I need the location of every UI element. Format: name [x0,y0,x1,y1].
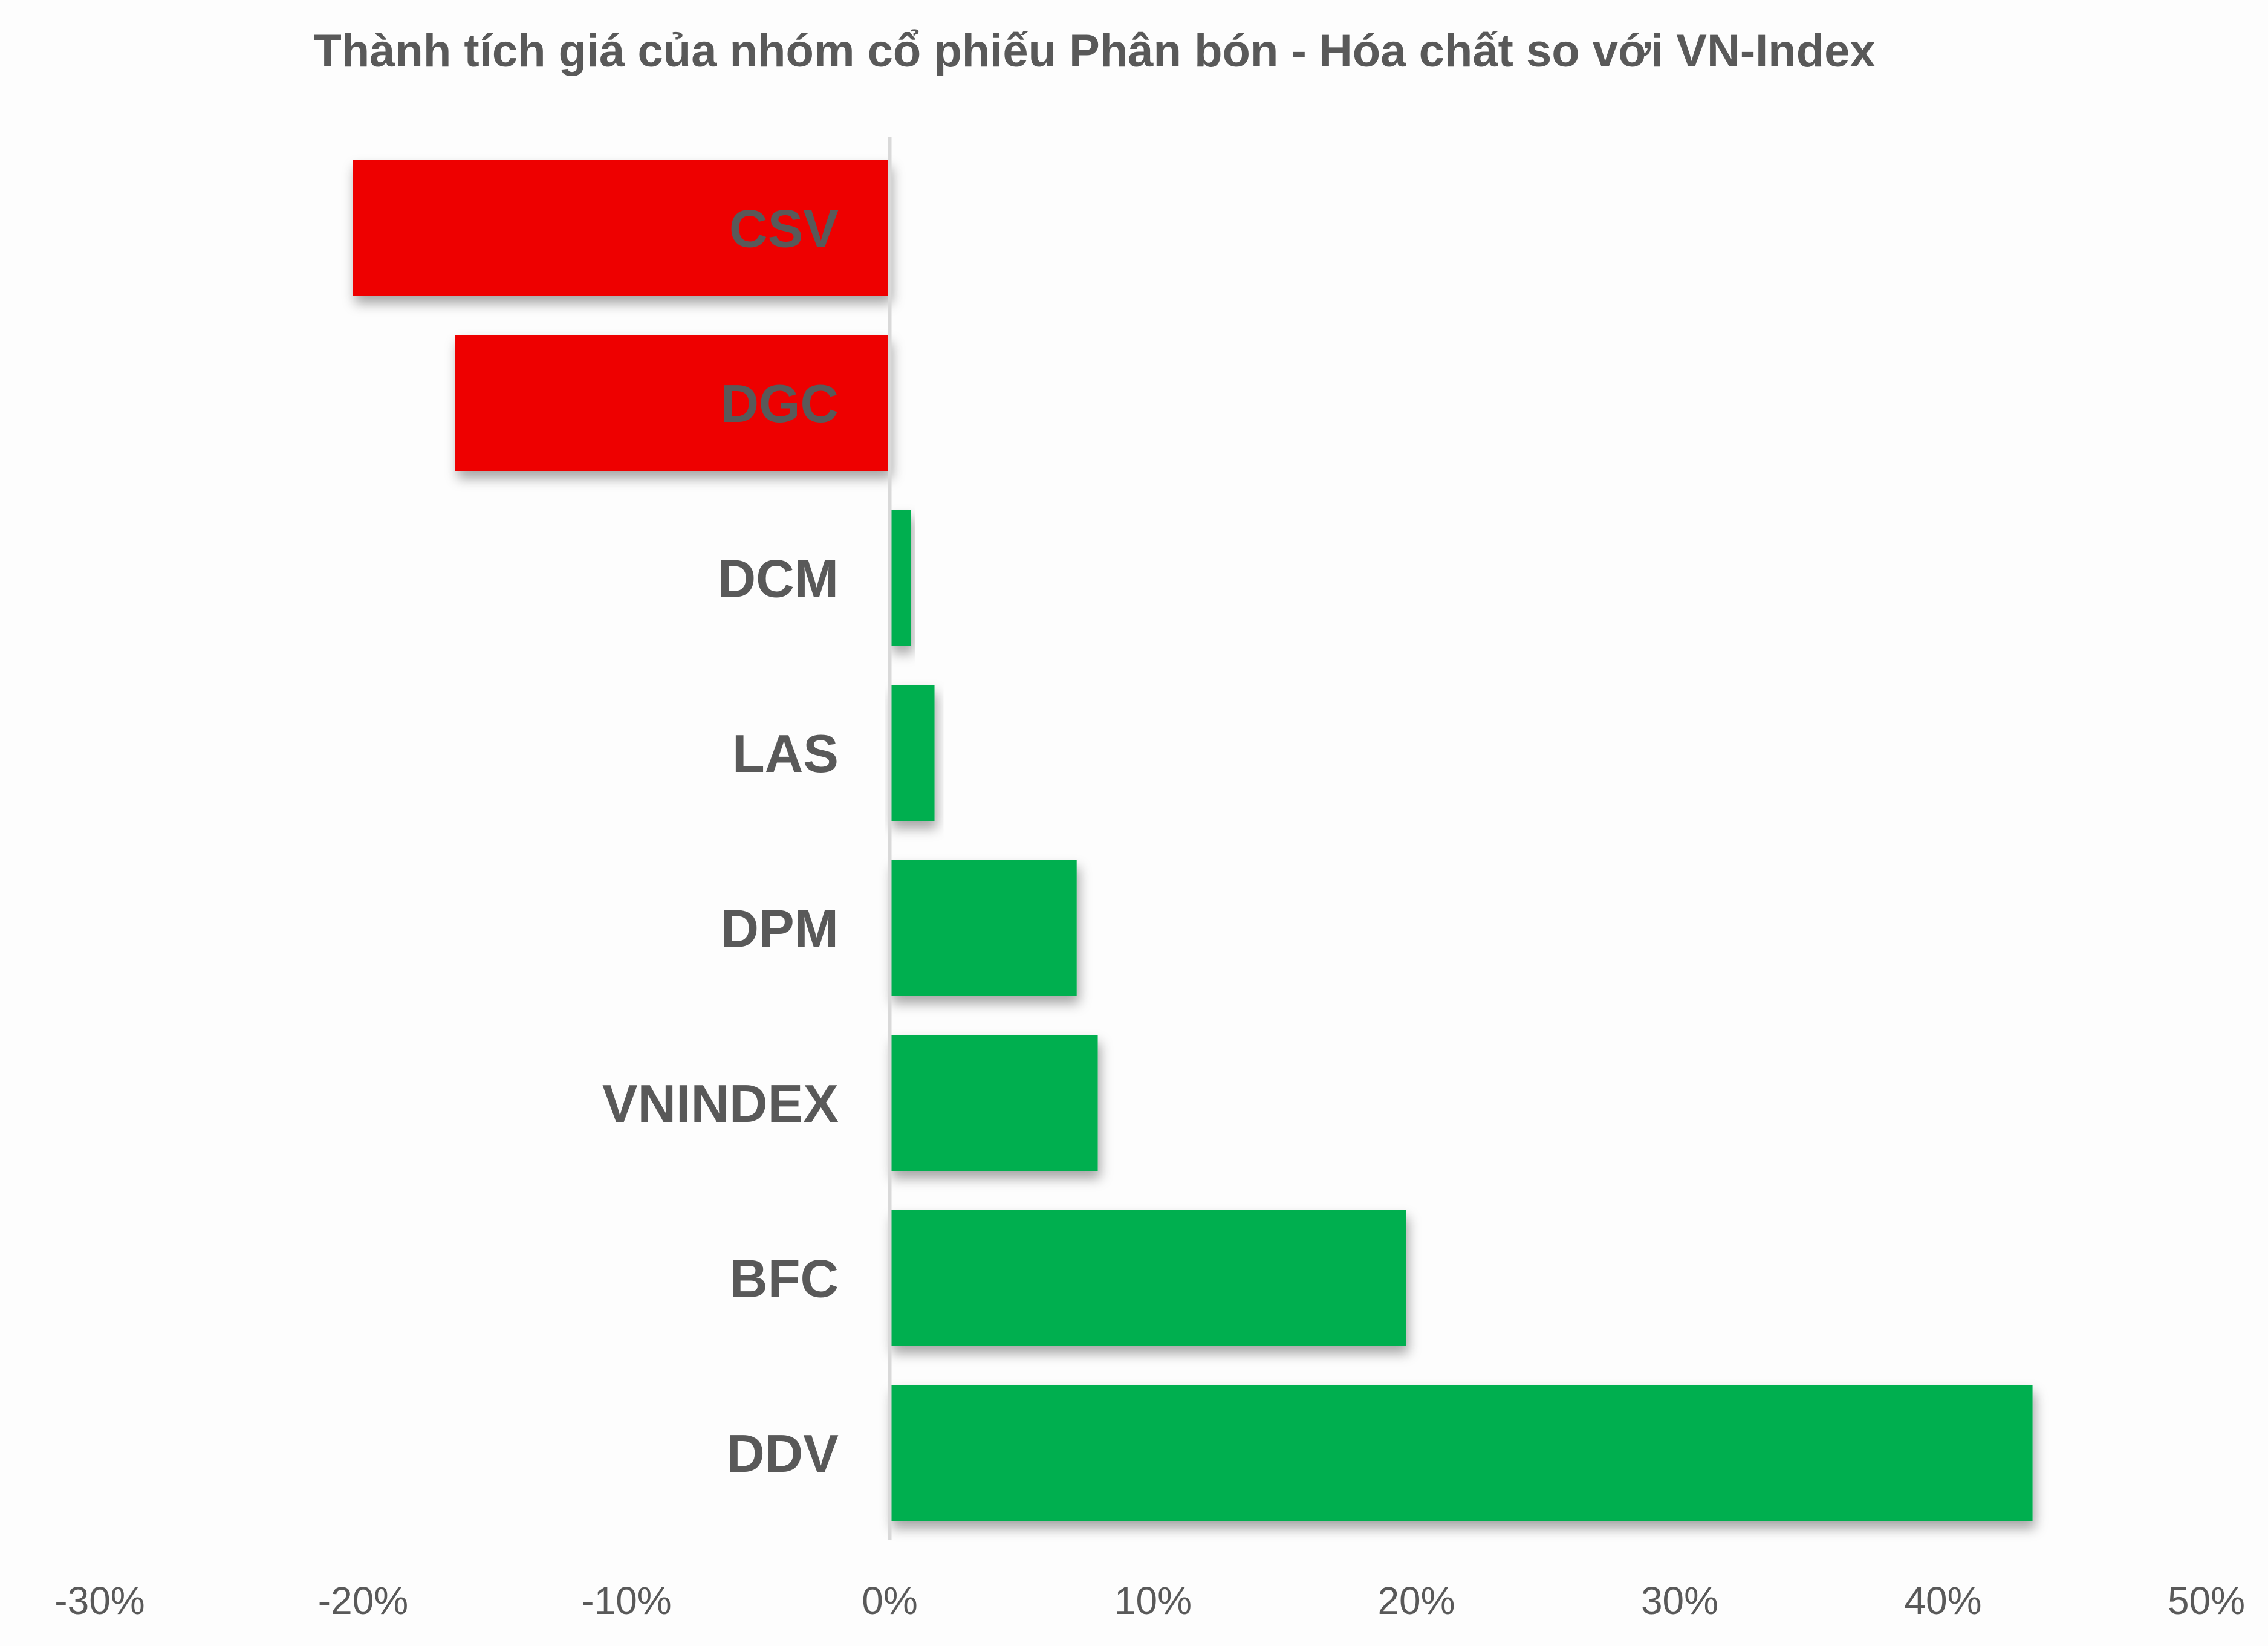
category-label: DPM [720,899,839,959]
chart-title: Thành tích giá của nhóm cổ phiếu Phân bó… [313,25,1875,77]
category-label: BFC [729,1249,839,1309]
x-tick-label: 30% [1641,1579,1718,1622]
bar-dcm [889,510,911,646]
x-tick-label: -10% [581,1579,671,1622]
category-label: DDV [726,1424,839,1483]
bar-dpm [889,860,1077,996]
category-label: DCM [718,549,839,609]
category-label: LAS [732,724,839,783]
bar-csv [353,160,890,296]
x-tick-label: 40% [1904,1579,1981,1622]
x-tick-label: 0% [862,1579,918,1622]
x-tick-label: -30% [54,1579,145,1622]
x-tick-label: 50% [2168,1579,2245,1622]
bar-bfc [889,1210,1406,1346]
bar-vnindex [889,1035,1098,1171]
bar-dgc [455,335,890,471]
category-label: DGC [720,374,839,433]
bar-ddv [889,1385,2033,1521]
x-tick-label: 10% [1114,1579,1192,1622]
bar-las [889,685,935,821]
category-label: CSV [729,199,839,259]
x-tick-label: 20% [1377,1579,1455,1622]
category-label: VNINDEX [602,1074,839,1133]
x-tick-label: -20% [318,1579,408,1622]
